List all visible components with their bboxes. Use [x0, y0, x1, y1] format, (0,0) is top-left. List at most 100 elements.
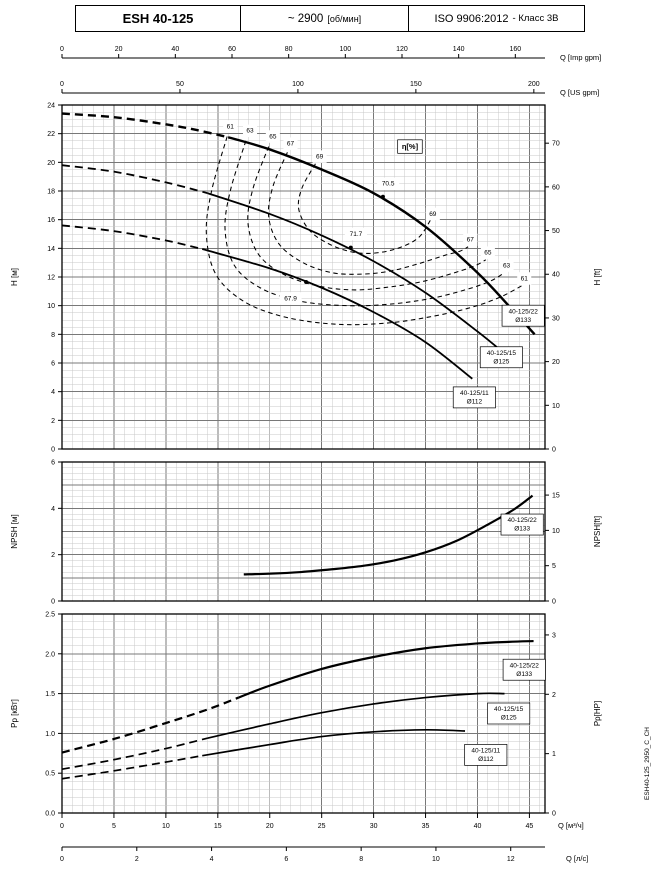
curve-40-125-11-112	[202, 728, 466, 757]
svg-text:10: 10	[47, 303, 55, 310]
efficiency-label-67: 67	[463, 233, 478, 246]
svg-text:80: 80	[285, 46, 293, 53]
efficiency-contour-65	[247, 146, 487, 291]
svg-text:10: 10	[552, 403, 560, 410]
svg-text:14: 14	[47, 246, 55, 253]
svg-text:10: 10	[432, 856, 440, 863]
head-grid	[61, 104, 545, 450]
header-table: ESH 40-125 ~ 2900 [об/мин] ISO 9906:2012…	[75, 5, 585, 32]
speed-unit: [об/мин]	[327, 13, 362, 24]
svg-text:40-125/22: 40-125/22	[510, 662, 540, 669]
svg-text:40-125/15: 40-125/15	[494, 706, 524, 713]
svg-text:100: 100	[339, 46, 351, 53]
svg-text:50: 50	[176, 81, 184, 88]
svg-text:35: 35	[422, 823, 430, 830]
curve-40-125-15-125	[207, 192, 512, 360]
svg-text:10: 10	[162, 823, 170, 830]
curve-40-125-22-133-dashed	[61, 112, 229, 139]
svg-text:30: 30	[370, 823, 378, 830]
curve-40-125-22-133-dashed	[61, 696, 239, 754]
pump-speed: ~ 2900 [об/мин]	[240, 6, 408, 31]
impeller-label-Ø133: 40-125/22 Ø133	[501, 304, 545, 327]
svg-text:0: 0	[552, 599, 556, 606]
svg-text:160: 160	[509, 46, 521, 53]
power-axes: 0.0 0.5 1.0 1.5 2.0 2.5 0 1 2 3 Pp [кВт] Pp[HP]	[10, 612, 602, 818]
svg-text:100: 100	[292, 81, 304, 88]
svg-text:140: 140	[453, 46, 465, 53]
efficiency-label-67: 67	[283, 137, 298, 150]
svg-text:Ø112: Ø112	[467, 399, 483, 406]
svg-text:40: 40	[552, 272, 560, 279]
svg-text:Ø133: Ø133	[515, 317, 531, 324]
power-ylabel-right: Pp[HP]	[593, 701, 602, 726]
svg-text:67.9: 67.9	[284, 295, 297, 302]
svg-text:67: 67	[287, 141, 295, 148]
head-ylabel-left: H [м]	[10, 268, 19, 286]
svg-text:61: 61	[227, 123, 235, 130]
test-standard: ISO 9906:2012 - Класс 3В	[408, 6, 584, 31]
npsh-chart: 0 2 4 6 0 5 10 15 NPSH [м] NPSH[ft] 40-125/22 Ø133	[10, 460, 602, 606]
svg-text:69: 69	[316, 153, 324, 160]
svg-text:1: 1	[552, 751, 556, 758]
curve-40-125-11-112-dashed	[61, 754, 203, 780]
svg-text:45: 45	[526, 823, 534, 830]
flow-axis-label: Q [л/с]	[566, 854, 588, 863]
svg-text:6: 6	[51, 460, 55, 467]
svg-text:18: 18	[47, 189, 55, 196]
svg-text:0: 0	[552, 447, 556, 454]
efficiency-label-63: 63	[499, 259, 514, 272]
bep-label-71.7: 71.7	[344, 227, 368, 241]
impeller-label-Ø133: 40-125/22 Ø133	[502, 658, 546, 681]
svg-text:70.5: 70.5	[382, 181, 395, 188]
curve-40-125-11-112-dashed	[61, 224, 203, 250]
svg-text:65: 65	[269, 133, 277, 140]
svg-text:15: 15	[214, 823, 222, 830]
svg-text:20: 20	[552, 359, 560, 366]
svg-text:50: 50	[552, 228, 560, 235]
svg-text:60: 60	[228, 46, 236, 53]
efficiency-label-69: 69	[312, 150, 327, 163]
svg-text:71.7: 71.7	[350, 231, 363, 238]
flow-axis-label: Q [Imp gpm]	[560, 53, 601, 62]
speed-value: ~ 2900	[287, 12, 324, 25]
svg-text:6: 6	[284, 856, 288, 863]
svg-text:12: 12	[47, 275, 55, 282]
svg-text:Ø125: Ø125	[501, 715, 517, 722]
svg-text:4: 4	[210, 856, 214, 863]
efficiency-label-61: 61	[223, 120, 238, 133]
drawing-code: ESH40-125_2950_C_CH	[644, 727, 651, 800]
efficiency-contour-61	[205, 136, 523, 326]
svg-text:40-125/22: 40-125/22	[509, 308, 539, 315]
npsh-ylabel-right: NPSH[ft]	[593, 516, 602, 547]
svg-text:120: 120	[396, 46, 408, 53]
impeller-label-Ø133: 40-125/22 Ø133	[500, 513, 544, 536]
svg-text:40: 40	[171, 46, 179, 53]
svg-text:0: 0	[51, 599, 55, 606]
standard-value: ISO 9906:2012	[434, 12, 509, 25]
curve-40-125-11-112	[201, 248, 473, 380]
svg-text:40-125/22: 40-125/22	[508, 517, 538, 524]
svg-text:Ø133: Ø133	[516, 671, 532, 678]
svg-text:60: 60	[552, 184, 560, 191]
svg-text:Ø112: Ø112	[478, 756, 494, 763]
bep-label-67.9: 67.9	[279, 292, 302, 305]
svg-text:40: 40	[474, 823, 482, 830]
svg-text:150: 150	[410, 81, 422, 88]
svg-text:69: 69	[429, 211, 437, 218]
svg-text:8: 8	[51, 332, 55, 339]
svg-text:5: 5	[112, 823, 116, 830]
svg-text:0: 0	[60, 46, 64, 53]
svg-text:65: 65	[484, 250, 492, 257]
svg-text:70: 70	[552, 141, 560, 148]
svg-text:20: 20	[47, 160, 55, 167]
svg-text:22: 22	[47, 131, 55, 138]
svg-text:0: 0	[60, 823, 64, 830]
svg-text:2.0: 2.0	[45, 651, 55, 658]
svg-text:20: 20	[266, 823, 274, 830]
svg-text:10: 10	[552, 528, 560, 535]
svg-text:40-125/15: 40-125/15	[487, 350, 517, 357]
